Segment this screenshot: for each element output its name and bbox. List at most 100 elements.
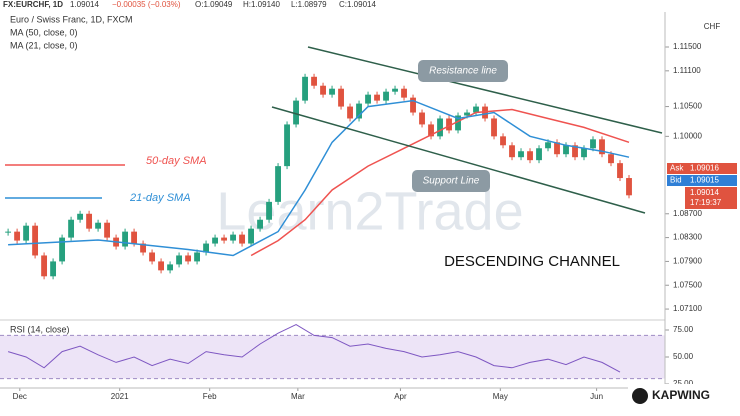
candle [329,88,335,95]
candle [41,255,48,277]
y-tick-label: 1.07500 [673,280,702,289]
candle [230,234,236,241]
bid-label: Bid [670,176,682,185]
ma-line [8,99,630,257]
bid-tag [667,175,737,186]
candle [320,85,326,95]
header: FX:EURCHF, 1D 1.09014 −0.00035 (−0.03%) … [3,0,376,9]
candle [428,124,434,137]
rsi-band [0,335,665,379]
y-tick-label: 50.00 [673,352,694,361]
y-tick-label: 75.00 [673,325,694,334]
legend-entry: MA (21, close, 0) [10,40,78,50]
candle [284,124,290,167]
x-tick-label: Jun [590,392,603,401]
candle [122,231,129,247]
y-tick-label: 1.10000 [673,131,702,140]
candle [473,106,479,113]
ma-line [250,108,630,257]
annotation: DESCENDING CHANNEL [444,253,620,270]
x-tick-label: Dec [13,392,27,401]
candle [563,145,569,155]
candle [59,237,66,262]
badge-icon [632,388,648,404]
candle [140,243,147,253]
candle [338,88,344,107]
candle [383,91,389,101]
candle [221,237,227,241]
candle [365,94,371,104]
candle [185,255,191,262]
candle [545,142,551,149]
candle [32,225,39,256]
candle [257,219,263,229]
candle [419,112,425,125]
candle [608,154,614,164]
callout [412,170,490,192]
x-tick-label: 2021 [111,392,129,401]
change: −0.00035 (−0.03%) [112,0,181,9]
y-tick-label: 1.07100 [673,304,702,313]
candle [590,139,596,149]
annotation: Resistance line [429,66,497,77]
candle [293,100,299,125]
candle [203,243,209,253]
countdown: 17:19:37 [690,198,722,207]
candle [581,148,587,158]
candle [266,201,272,220]
candle [5,231,12,233]
last: 1.09014 [70,0,99,9]
candle [95,222,102,229]
x-tick-label: Mar [291,392,305,401]
candle [599,139,605,155]
y-tick-label: 1.11500 [673,42,702,51]
badge-text: KAPWING [652,388,710,402]
ask: 1.09016 [690,164,719,173]
ask-label: Ask [670,164,684,173]
candle [275,166,281,202]
candle [14,231,21,241]
candle [482,106,488,119]
candle [410,97,416,113]
candle [446,118,452,131]
candle [86,213,93,229]
candle [491,118,497,137]
candle [455,115,461,131]
symbol: FX:EURCHF, 1D [3,0,63,9]
last-tag [685,187,737,209]
x-tick-label: May [493,392,508,401]
annotation: 21-day SMA [129,192,191,204]
badge [628,384,736,408]
candle [239,234,245,244]
close: C:1.09014 [339,0,376,9]
candle [194,252,200,262]
x-tick-label: Apr [394,392,407,401]
low: L:1.08979 [291,0,327,9]
resistance-line [307,46,663,134]
candle [626,178,632,196]
candle [572,145,578,158]
candle [311,76,317,86]
open: O:1.09049 [195,0,233,9]
annotation: Support Line [423,176,480,187]
candle [347,106,353,119]
last-price: 1.09014 [690,188,719,197]
candle [248,228,254,244]
ask-tag [667,163,737,174]
x-tick-label: Feb [203,392,217,401]
rsi-line [7,324,621,373]
currency: CHF [704,22,721,31]
y-tick-label: 1.07900 [673,257,702,266]
chart-title: Euro / Swiss Franc, 1D, FXCM [10,14,133,24]
legend-entry: MA (50, close, 0) [10,27,78,37]
candle [167,264,173,271]
candle [437,118,443,137]
y-tick-label: 25.00 [673,379,694,388]
candle [554,142,560,155]
candle [104,222,111,238]
candle [356,103,362,119]
y-tick-label: 1.08300 [673,233,702,242]
candle [374,94,380,101]
